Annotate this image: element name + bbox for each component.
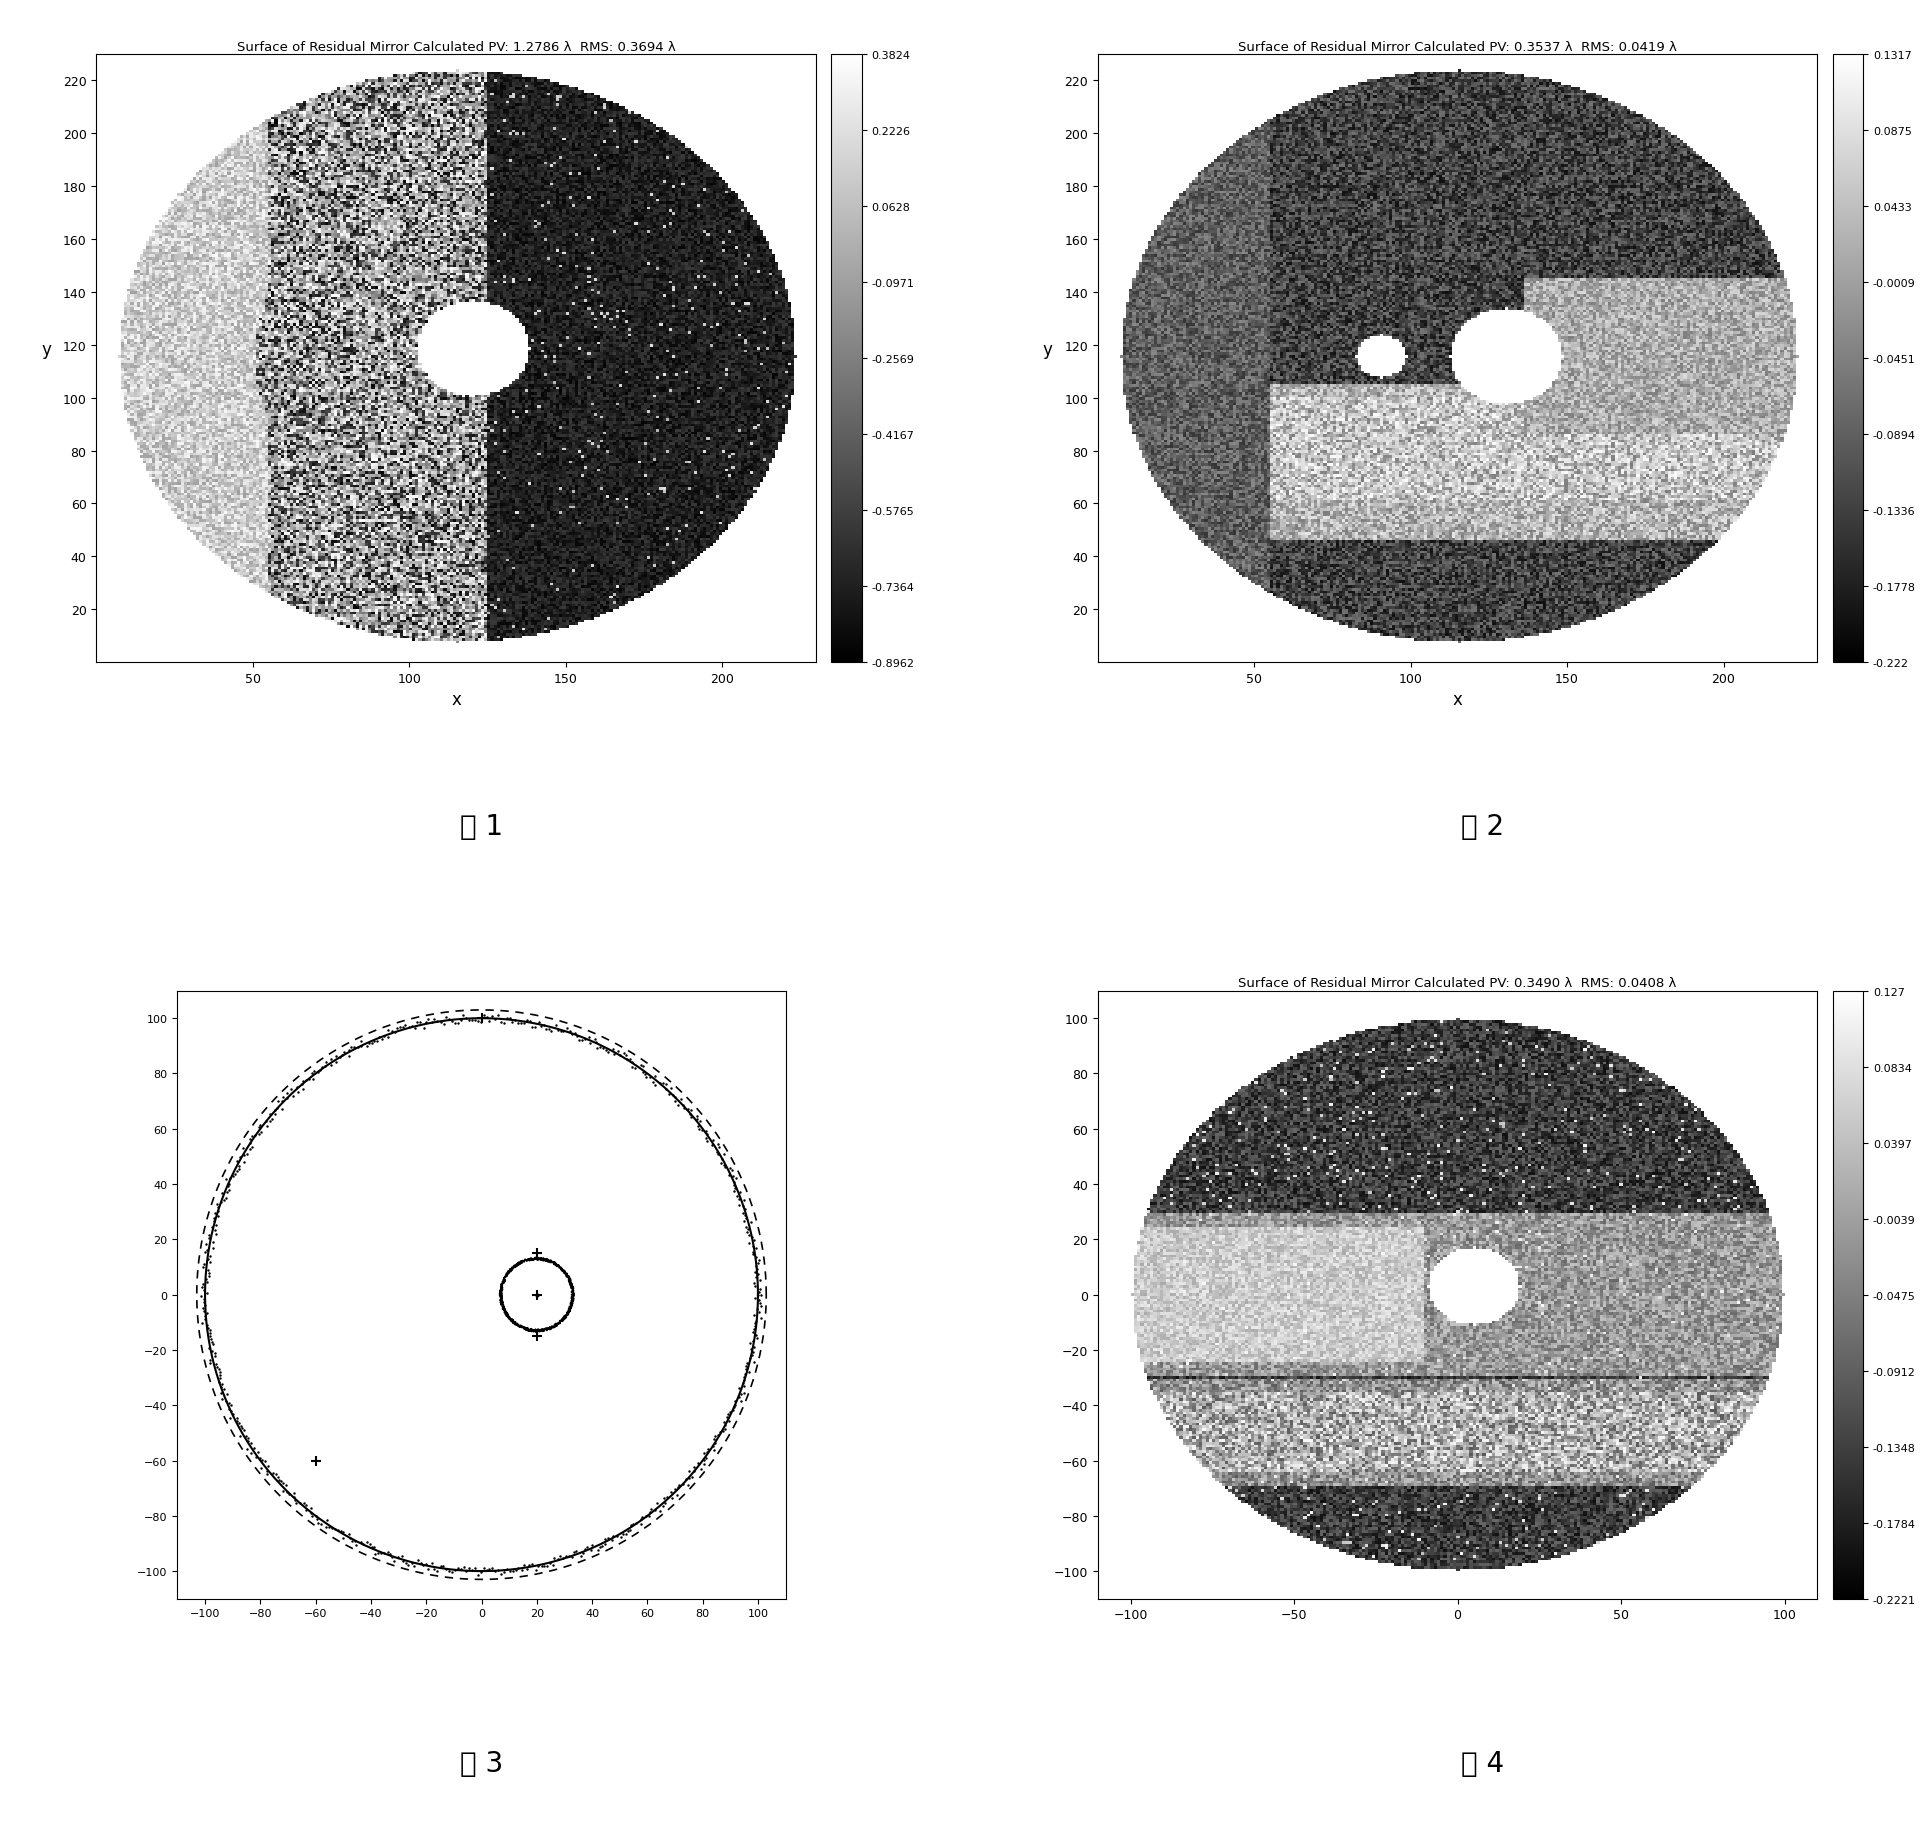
Text: 图 1: 图 1 — [460, 813, 503, 840]
Text: 图 4: 图 4 — [1462, 1749, 1504, 1777]
Text: 图 2: 图 2 — [1462, 813, 1504, 840]
X-axis label: x: x — [451, 692, 460, 708]
X-axis label: x: x — [1452, 692, 1462, 708]
Title: Surface of Residual Mirror Calculated PV: 0.3490 λ  RMS: 0.0408 λ: Surface of Residual Mirror Calculated PV… — [1238, 977, 1678, 990]
Y-axis label: y: y — [1042, 340, 1052, 359]
Title: Surface of Residual Mirror Calculated PV: 0.3537 λ  RMS: 0.0419 λ: Surface of Residual Mirror Calculated PV… — [1238, 40, 1678, 53]
Title: Surface of Residual Mirror Calculated PV: 1.2786 λ  RMS: 0.3694 λ: Surface of Residual Mirror Calculated PV… — [237, 40, 676, 53]
Text: 图 3: 图 3 — [460, 1749, 503, 1777]
Y-axis label: y: y — [40, 340, 50, 359]
